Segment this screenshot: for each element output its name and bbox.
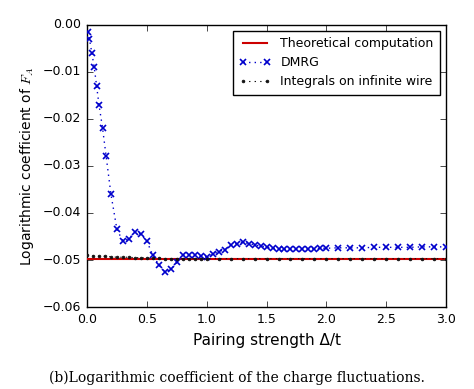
Integrals on infinite wire <box>138 255 144 260</box>
Integrals on infinite wire <box>324 256 329 261</box>
Integrals on infinite wire <box>383 256 389 261</box>
Integrals on infinite wire <box>150 256 155 261</box>
Integrals on infinite wire <box>252 256 257 261</box>
Integrals on infinite wire <box>162 256 168 261</box>
Integrals on infinite wire <box>114 255 120 259</box>
Integrals on infinite wire <box>407 256 413 261</box>
Integrals on infinite wire <box>96 254 102 259</box>
Integrals on infinite wire <box>347 256 353 261</box>
Integrals on infinite wire <box>240 256 246 261</box>
DMRG <box>383 245 389 250</box>
Legend: Theoretical computation, DMRG, Integrals on infinite wire: Theoretical computation, DMRG, Integrals… <box>233 31 440 95</box>
Integrals on infinite wire <box>264 256 269 261</box>
DMRG <box>120 239 126 244</box>
X-axis label: Pairing strength Δ/t: Pairing strength Δ/t <box>192 333 340 348</box>
Y-axis label: Logarithmic coefficient of $F_A$: Logarithmic coefficient of $F_A$ <box>18 66 36 266</box>
Integrals on infinite wire <box>126 255 132 259</box>
Integrals on infinite wire <box>443 256 449 261</box>
Integrals on infinite wire <box>395 256 401 261</box>
Integrals on infinite wire <box>186 256 191 261</box>
Integrals on infinite wire <box>228 256 234 261</box>
Integrals on infinite wire <box>174 256 180 261</box>
Line: Integrals on infinite wire: Integrals on infinite wire <box>84 252 449 261</box>
Integrals on infinite wire <box>336 256 341 261</box>
Integrals on infinite wire <box>180 256 186 261</box>
Integrals on infinite wire <box>90 254 96 258</box>
Integrals on infinite wire <box>84 253 90 258</box>
Integrals on infinite wire <box>102 254 108 259</box>
DMRG <box>100 126 105 130</box>
DMRG <box>186 253 191 258</box>
Text: (b)Logarithmic coefficient of the charge fluctuations.: (b)Logarithmic coefficient of the charge… <box>49 371 425 385</box>
Integrals on infinite wire <box>168 256 173 261</box>
Integrals on infinite wire <box>431 256 437 261</box>
Integrals on infinite wire <box>359 256 365 261</box>
Integrals on infinite wire <box>156 256 162 261</box>
Integrals on infinite wire <box>192 256 198 261</box>
Integrals on infinite wire <box>216 256 221 261</box>
DMRG <box>443 245 449 249</box>
Integrals on infinite wire <box>108 254 114 259</box>
Integrals on infinite wire <box>204 256 210 261</box>
Integrals on infinite wire <box>288 256 293 261</box>
DMRG <box>431 245 437 249</box>
Integrals on infinite wire <box>300 256 305 261</box>
DMRG <box>85 29 91 34</box>
Line: DMRG: DMRG <box>85 28 449 275</box>
DMRG <box>138 232 144 237</box>
Integrals on infinite wire <box>372 256 377 261</box>
Integrals on infinite wire <box>419 256 425 261</box>
Integrals on infinite wire <box>311 256 317 261</box>
Integrals on infinite wire <box>276 256 282 261</box>
Integrals on infinite wire <box>144 256 150 261</box>
Integrals on infinite wire <box>132 255 138 260</box>
Integrals on infinite wire <box>120 255 126 259</box>
DMRG <box>162 270 168 274</box>
Integrals on infinite wire <box>198 256 203 261</box>
